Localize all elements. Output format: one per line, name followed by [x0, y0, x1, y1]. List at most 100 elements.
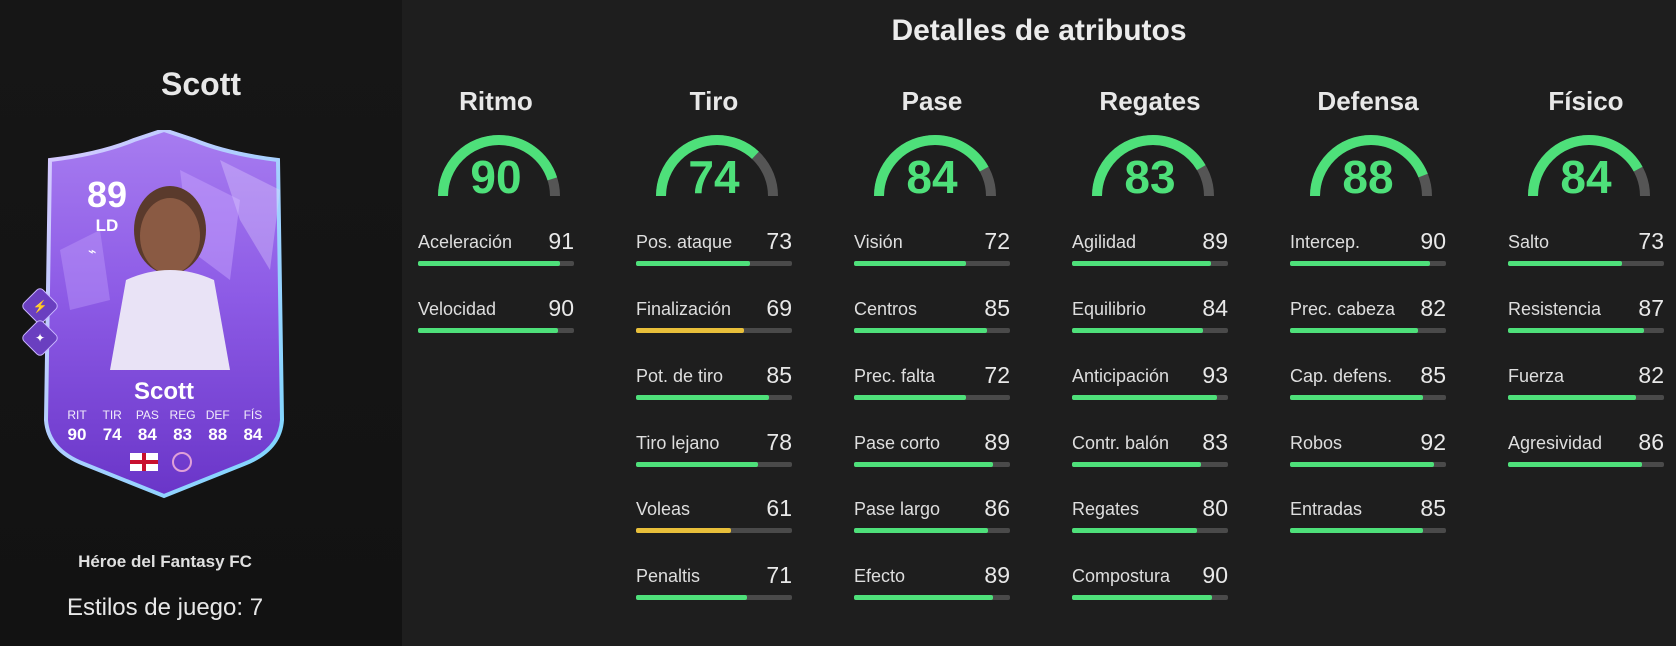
attribute-bar	[636, 528, 792, 533]
card-stat-value: 74	[102, 425, 122, 444]
attribute-bar-fill	[1290, 328, 1418, 333]
attribute-value: 87	[1638, 295, 1664, 321]
card-stat-label: RIT	[67, 408, 87, 422]
player-name: Scott	[161, 66, 241, 102]
attribute-bar-fill	[1290, 261, 1431, 266]
attribute-row[interactable]: Voleas 61	[636, 495, 792, 539]
attribute-name: Efecto	[854, 566, 906, 586]
card-stat-pas: PAS 84	[132, 408, 162, 445]
attribute-bar-fill	[854, 328, 987, 333]
attribute-bar-fill	[1072, 328, 1204, 333]
attribute-row[interactable]: Agilidad 89	[1072, 228, 1228, 272]
category-gauge	[1092, 135, 1214, 197]
attribute-row[interactable]: Efecto 89	[854, 562, 1010, 606]
category-title: Tiro	[689, 86, 739, 116]
attribute-row[interactable]: Pos. ataque 73	[636, 228, 792, 272]
attribute-row[interactable]: Aceleración 91	[418, 228, 574, 272]
card-stat-value: 88	[208, 425, 228, 444]
attribute-row[interactable]: Fuerza 82	[1508, 362, 1664, 406]
attribute-value: 89	[984, 429, 1010, 455]
attribute-row[interactable]: Pase corto 89	[854, 429, 1010, 473]
attribute-value: 85	[1420, 495, 1446, 521]
attribute-name: Visión	[854, 232, 903, 252]
attribute-bar	[1290, 328, 1446, 333]
attribute-value: 61	[766, 495, 792, 521]
attribute-row[interactable]: Visión 72	[854, 228, 1010, 272]
category-title: Regates	[1099, 86, 1201, 116]
card-stat-reg: REG 83	[168, 408, 198, 445]
attribute-row[interactable]: Agresividad 86	[1508, 429, 1664, 473]
attribute-bar-fill	[1508, 261, 1622, 266]
attribute-row[interactable]: Regates 80	[1072, 495, 1228, 539]
category-gauge	[438, 135, 560, 197]
category-title: Pase	[901, 86, 963, 116]
attribute-row[interactable]: Prec. cabeza 82	[1290, 295, 1446, 339]
attribute-row[interactable]: Tiro lejano 78	[636, 429, 792, 473]
attribute-bar	[1072, 528, 1228, 533]
attribute-row[interactable]: Contr. balón 83	[1072, 429, 1228, 473]
attribute-row[interactable]: Resistencia 87	[1508, 295, 1664, 339]
attribute-name: Contr. balón	[1072, 433, 1170, 453]
card-position: LD	[95, 216, 119, 235]
attribute-bar-fill	[636, 595, 747, 600]
attribute-row[interactable]: Entradas 85	[1290, 495, 1446, 539]
attribute-row[interactable]: Velocidad 90	[418, 295, 574, 339]
attribute-name: Tiro lejano	[636, 433, 720, 453]
attribute-row[interactable]: Finalización 69	[636, 295, 792, 339]
gauge-fill	[1528, 135, 1650, 197]
category-title: Físico	[1548, 86, 1624, 116]
category-gauge	[874, 135, 996, 197]
attribute-bar	[854, 261, 1010, 266]
card-player-name: Scott	[134, 378, 194, 405]
attribute-value: 86	[984, 495, 1010, 521]
attribute-bar-fill	[1290, 528, 1423, 533]
player-card[interactable]: 89 LD ⌁ ⚡ ✦ Scott RIT 90 TIR 74 PAS 84 REG 8…	[20, 130, 298, 500]
attribute-row[interactable]: Prec. falta 72	[854, 362, 1010, 406]
attribute-name: Fuerza	[1508, 366, 1565, 386]
attribute-bar	[1508, 261, 1664, 266]
attribute-name: Pase largo	[854, 499, 941, 519]
attribute-name: Pase corto	[854, 433, 941, 453]
attribute-row[interactable]: Cap. defens. 85	[1290, 362, 1446, 406]
attribute-bar-fill	[854, 261, 967, 266]
attribute-row[interactable]: Robos 92	[1290, 429, 1446, 473]
card-stat-label: REG	[169, 408, 196, 422]
gauge-fill	[874, 135, 996, 197]
attribute-row[interactable]: Salto 73	[1508, 228, 1664, 272]
card-stat-rit: RIT 90	[62, 408, 92, 445]
attribute-value: 85	[1420, 362, 1446, 388]
attribute-value: 73	[1638, 228, 1664, 254]
player-panel: Scott 89 LD ⌁ ⚡	[0, 0, 402, 646]
attribute-row[interactable]: Compostura 90	[1072, 562, 1228, 606]
attribute-row[interactable]: Centros 85	[854, 295, 1010, 339]
attribute-row[interactable]: Penaltis 71	[636, 562, 792, 606]
attribute-row[interactable]: Intercep. 90	[1290, 228, 1446, 272]
attribute-row[interactable]: Pase largo 86	[854, 495, 1010, 539]
attribute-bar	[636, 328, 792, 333]
attribute-value: 92	[1420, 429, 1446, 455]
gauge-fill	[1310, 135, 1432, 197]
attribute-bar-fill	[1508, 462, 1643, 467]
attribute-bar	[854, 595, 1010, 600]
gauge-fill	[438, 135, 560, 197]
attribute-bar-fill	[854, 528, 989, 533]
attribute-name: Compostura	[1072, 566, 1171, 586]
attribute-name: Regates	[1072, 499, 1140, 519]
category-title: Ritmo	[459, 86, 533, 116]
boot-icon: ⌁	[88, 243, 97, 259]
attribute-value: 91	[548, 228, 574, 254]
attribute-row[interactable]: Pot. de tiro 85	[636, 362, 792, 406]
category-gauge	[656, 135, 778, 197]
attribute-name: Voleas	[636, 499, 691, 519]
attribute-value: 90	[548, 295, 574, 321]
page-title: Detalles de atributos	[891, 14, 1187, 47]
card-stat-label: DEF	[205, 408, 230, 422]
attribute-bar	[854, 395, 1010, 400]
attribute-bar	[1072, 261, 1228, 266]
attribute-name: Anticipación	[1072, 366, 1170, 386]
attribute-row[interactable]: Equilibrio 84	[1072, 295, 1228, 339]
attribute-row[interactable]: Anticipación 93	[1072, 362, 1228, 406]
attribute-bar	[854, 462, 1010, 467]
attribute-bar-fill	[854, 462, 993, 467]
attribute-bar	[636, 395, 792, 400]
